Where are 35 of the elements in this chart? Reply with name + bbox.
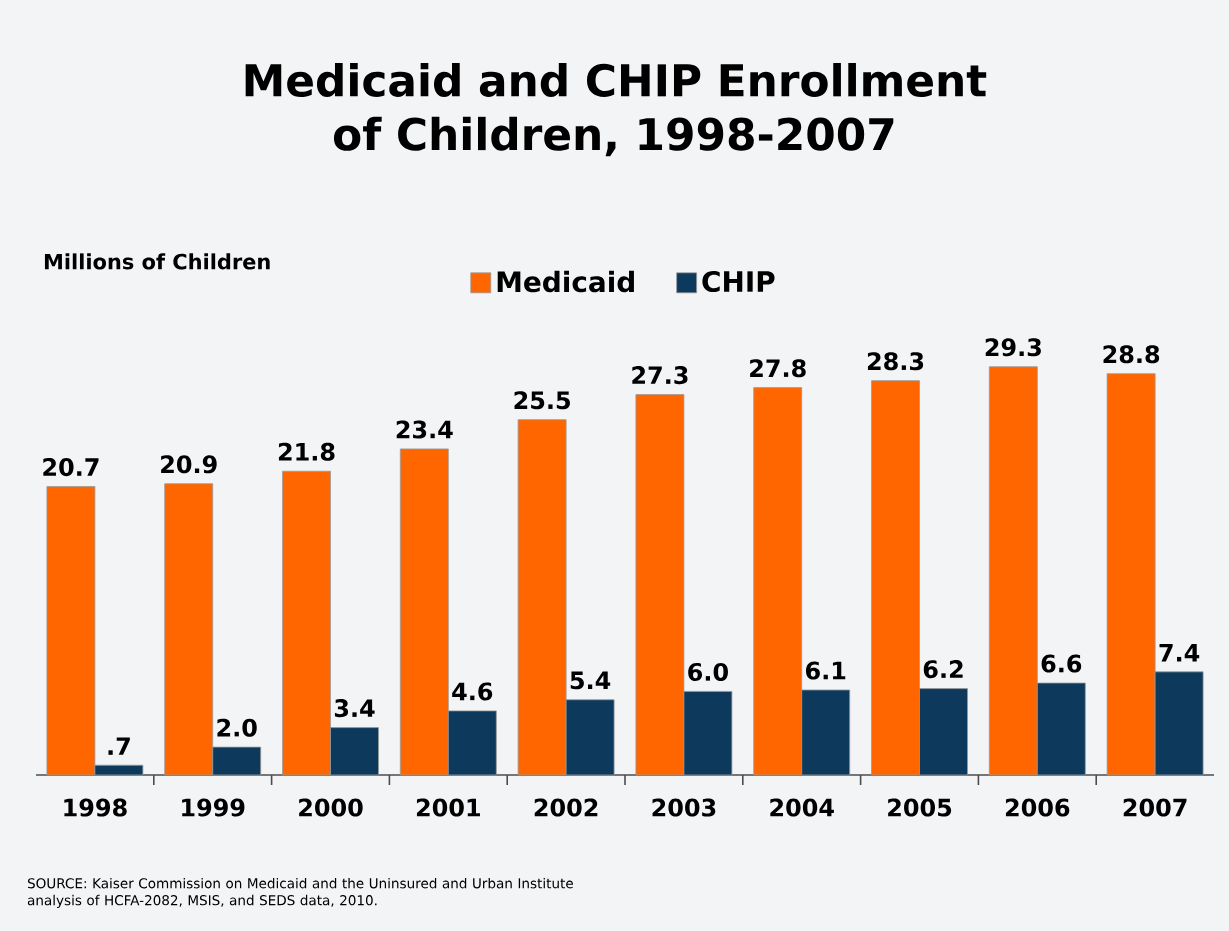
legend-label: CHIP xyxy=(702,270,775,293)
data-label: 23.4 xyxy=(396,420,453,439)
x-tick-label: 2003 xyxy=(652,798,716,817)
x-tick-label: 2005 xyxy=(888,798,952,817)
data-label: 21.8 xyxy=(278,442,335,461)
data-label: 5.4 xyxy=(570,671,611,690)
x-tick-label: 2006 xyxy=(1005,798,1070,817)
data-label: 6.0 xyxy=(688,662,728,681)
data-label: 28.3 xyxy=(867,352,924,371)
data-label: 29.3 xyxy=(985,338,1041,357)
data-label: 7.4 xyxy=(1159,644,1200,662)
data-label: 6.6 xyxy=(1041,654,1082,673)
x-tick-label: 2004 xyxy=(770,798,834,817)
x-tick-label: 1998 xyxy=(64,798,127,817)
data-label: 3.4 xyxy=(334,699,375,718)
x-tick-label: 2000 xyxy=(299,798,363,817)
chart-title: Medicaid and CHIP Enrollment of Children, 1998-2007 xyxy=(245,63,987,157)
x-tick-label: 1999 xyxy=(182,798,245,817)
data-label: .7 xyxy=(108,737,130,755)
x-tick-label: 2007 xyxy=(1123,798,1187,817)
data-label: 4.6 xyxy=(452,682,493,701)
y-axis-title: Millions of Children xyxy=(44,253,270,270)
data-label: 25.5 xyxy=(514,391,570,410)
data-label: 2.0 xyxy=(217,718,257,737)
x-tick-label: 2002 xyxy=(534,798,598,817)
legend-label: Medicaid xyxy=(497,270,634,293)
x-tick-label: 2001 xyxy=(416,798,480,817)
data-label: 27.8 xyxy=(750,359,806,378)
source-note: SOURCE: Kaiser Commission on Medicaid and the Uninsured and Urban Institute analysis of HCFA-2082, MSIS, and SEDS data, 2010. xyxy=(27,877,573,908)
data-label: 20.9 xyxy=(161,455,217,474)
data-label: 6.1 xyxy=(806,661,846,680)
data-label: 28.8 xyxy=(1103,345,1160,364)
data-label: 20.7 xyxy=(43,458,99,477)
data-label: 27.3 xyxy=(632,366,688,385)
data-label: 6.2 xyxy=(923,660,963,679)
